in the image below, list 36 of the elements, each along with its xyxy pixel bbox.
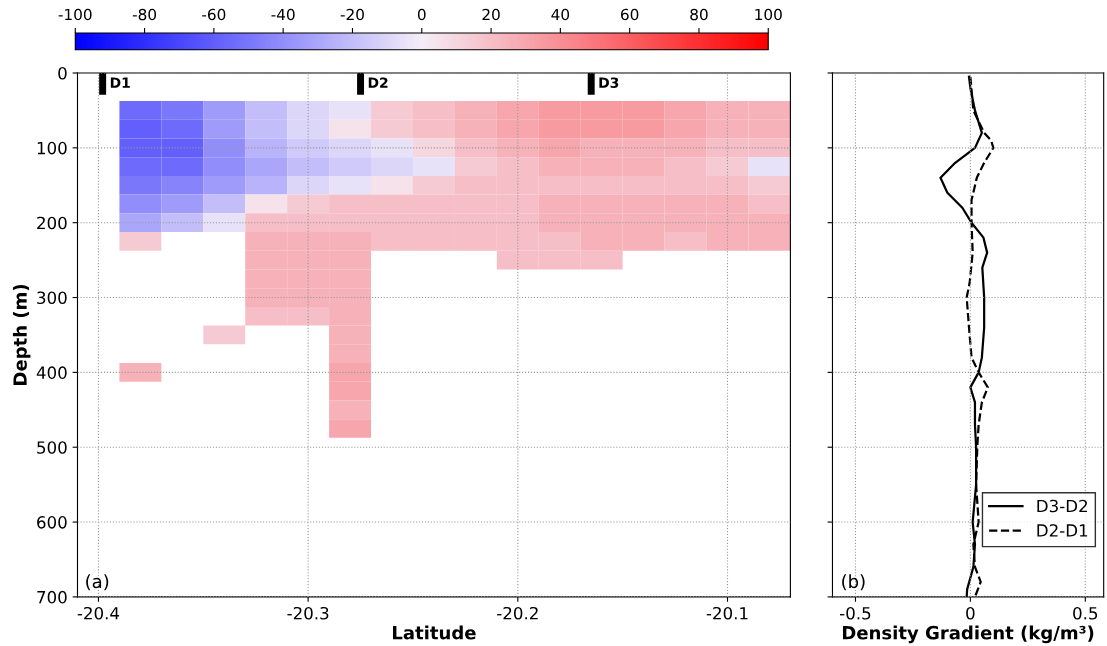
- x-tick-label: 0: [966, 606, 975, 620]
- color-bar-label: 40: [551, 8, 570, 21]
- color-bar-label: 0: [417, 8, 426, 21]
- y-tick-label: 500: [37, 441, 67, 454]
- ref-line-label: D3: [599, 77, 619, 88]
- x-tick-label: -20.3: [287, 606, 329, 620]
- color-bar-label: -40: [271, 8, 295, 21]
- color-bar-label: 60: [621, 8, 639, 21]
- color-bar-label: 80: [690, 8, 708, 21]
- x-tick-label: -0.5: [840, 606, 871, 620]
- color-bar-label: -60: [202, 8, 226, 21]
- color-bar-label: -100: [58, 8, 92, 21]
- legend-label: D3-D2: [1037, 499, 1088, 513]
- y-axis-title: Depth (m): [12, 284, 31, 385]
- y-tick-label: 700: [37, 590, 67, 604]
- legend-label: D2-D1: [1037, 524, 1088, 537]
- x-tick-label: -20.2: [497, 606, 538, 620]
- x-tick-label: -20.4: [77, 606, 120, 620]
- annotation: (a): [86, 574, 109, 591]
- x-axis-title: Density Gradient (kg/m³): [842, 625, 1094, 644]
- y-tick-label: 600: [37, 516, 67, 529]
- color-bar-label: -80: [132, 8, 157, 21]
- annotation: (b): [842, 574, 865, 591]
- ref-line-label: D1: [110, 77, 130, 88]
- y-tick-label: 400: [36, 366, 67, 379]
- color-bar-label: -20: [340, 8, 364, 21]
- y-tick-label: 200: [37, 216, 67, 230]
- ref-line-label: D2: [368, 77, 388, 88]
- y-tick-label: 300: [37, 291, 67, 305]
- y-tick-label: 0: [58, 66, 67, 80]
- color-bar-label: 20: [482, 8, 500, 21]
- x-tick-label: -20.1: [706, 606, 748, 620]
- y-tick-label: 100: [37, 141, 67, 155]
- x-tick-label: 0.5: [1073, 606, 1098, 620]
- x-axis-title: Latitude: [393, 625, 476, 640]
- color-bar-label: 100: [755, 8, 782, 21]
